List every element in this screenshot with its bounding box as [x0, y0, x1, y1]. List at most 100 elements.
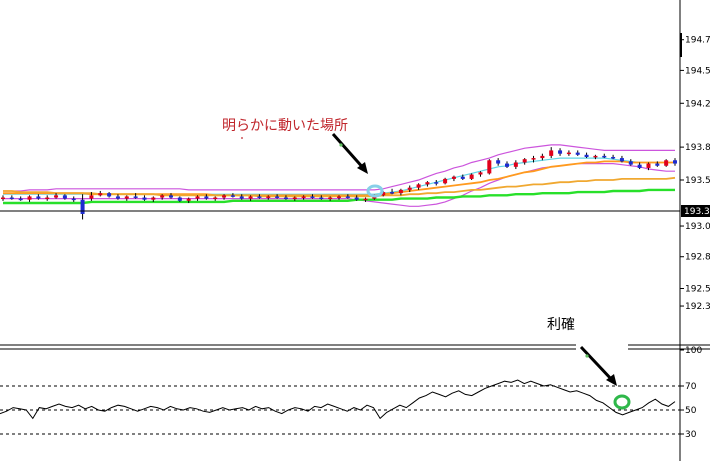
candle-body — [363, 198, 368, 201]
candle-body — [655, 163, 660, 166]
candle-body — [115, 196, 120, 199]
candle — [540, 153, 545, 161]
candle — [54, 193, 59, 199]
candle-body — [283, 197, 288, 200]
candle — [319, 195, 324, 200]
candle — [460, 174, 465, 180]
candle-body — [593, 155, 598, 158]
candle-body — [275, 196, 280, 198]
candle-body — [142, 197, 147, 200]
oscillator-tick-label: 100 — [685, 346, 702, 356]
candle-body — [248, 196, 253, 199]
candle — [177, 196, 182, 202]
candle — [531, 155, 536, 163]
candle — [71, 196, 76, 202]
candle — [213, 196, 218, 201]
price-axis: 194.78 194.5 194.2 193.8 193.5 193.08 192.8 192… — [680, 36, 710, 312]
candle-body — [54, 195, 59, 198]
candle-body — [27, 196, 32, 200]
candle — [443, 177, 448, 185]
candle — [266, 195, 271, 200]
candle-body — [80, 199, 85, 214]
candle — [637, 162, 642, 170]
ma-green-line — [3, 188, 675, 205]
oscillator-tick-label: 30 — [685, 430, 697, 440]
current-price-label: 193.3 — [684, 207, 710, 217]
candle-body — [337, 196, 341, 198]
candle — [425, 181, 430, 187]
candle — [239, 194, 244, 200]
price-tick-label: 193.8 — [685, 143, 710, 153]
annotation-arrow-head — [357, 162, 368, 174]
candle — [222, 194, 227, 200]
candle — [98, 190, 103, 197]
candle — [602, 153, 607, 159]
candle — [566, 150, 571, 156]
candle-body — [222, 195, 227, 198]
highlight-circle-breakout — [366, 184, 384, 198]
candle-body — [354, 197, 359, 200]
candle-body — [9, 197, 14, 200]
candle — [611, 154, 616, 160]
candle-body — [540, 155, 545, 159]
candle-body — [566, 152, 571, 155]
annotation-dot — [241, 137, 243, 139]
candle-body — [549, 150, 554, 156]
candle — [36, 194, 41, 200]
candle-body — [425, 182, 430, 185]
candle — [451, 175, 456, 182]
candle-body — [257, 196, 262, 198]
candle — [434, 180, 439, 186]
candle — [328, 196, 333, 201]
candle — [27, 195, 32, 202]
annotation-take-profit: 利確 — [547, 317, 575, 333]
candle — [513, 160, 518, 170]
candle-body — [619, 158, 624, 162]
candle-body — [602, 155, 607, 158]
oscillator-tick-label: 50 — [685, 406, 697, 416]
candle-body — [398, 189, 403, 194]
bollinger-upper-line — [3, 144, 675, 192]
price-tick-label: 194.78 — [685, 36, 710, 46]
candle-body — [584, 154, 589, 157]
candle — [292, 196, 297, 201]
price-pane: 194.78 194.5 194.2 193.8 193.5 193.08 192.8 192… — [0, 33, 710, 312]
price-tick-label: 192.51 — [685, 285, 710, 295]
candle-body — [239, 196, 244, 199]
candle — [186, 197, 191, 204]
candle — [363, 197, 368, 202]
candle-body — [407, 187, 412, 190]
candle-body — [177, 197, 182, 201]
candle — [18, 196, 23, 201]
current-price-tag — [681, 205, 710, 217]
candle — [62, 194, 67, 200]
candle — [469, 173, 474, 180]
candle-body — [531, 158, 536, 160]
candle — [301, 195, 306, 200]
take-profit-green-dot — [585, 354, 589, 358]
candle — [9, 195, 14, 200]
price-axis-marker — [680, 33, 682, 57]
candle-body — [213, 197, 218, 200]
candle — [107, 192, 112, 198]
candle-body — [646, 163, 651, 168]
candle-body — [328, 197, 333, 200]
price-tick-label: 194.5 — [685, 66, 710, 76]
candle — [593, 154, 598, 160]
candle-body — [310, 196, 315, 198]
take-profit-arrow-shaft — [579, 345, 615, 383]
candle — [45, 195, 50, 201]
candle-body — [1, 197, 5, 200]
candle — [89, 192, 94, 201]
candle-body — [62, 195, 67, 199]
candle-body — [124, 196, 129, 199]
candle — [549, 147, 554, 159]
candle — [522, 158, 527, 165]
candle-body — [496, 160, 501, 164]
candle — [230, 193, 235, 198]
candle-body — [160, 195, 165, 198]
candle-body — [319, 197, 324, 200]
candle-body — [469, 174, 474, 179]
candle-body — [345, 196, 350, 198]
